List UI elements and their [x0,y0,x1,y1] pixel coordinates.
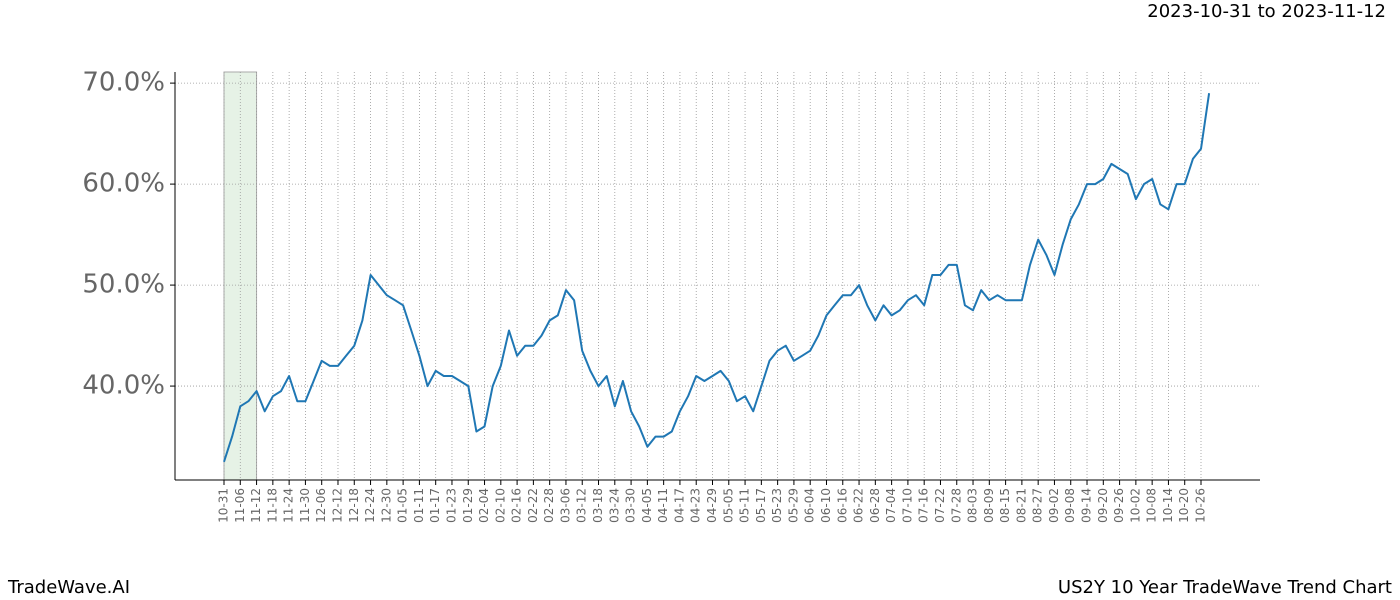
x-tick-label: 07-10 [900,488,914,523]
x-tick-label: 12-12 [330,488,344,523]
x-tick-label: 03-24 [607,488,621,523]
x-tick-label: 02-16 [510,488,524,523]
x-tick-label: 05-17 [754,488,768,523]
x-tick-label: 12-06 [314,488,328,523]
x-tick-label: 08-15 [998,488,1012,523]
series-line [223,93,1211,463]
x-tick-label: 05-23 [770,488,784,523]
x-tick-label: 09-26 [1112,488,1126,523]
x-tick-label: 07-28 [949,488,963,523]
brand: TradeWave.AI [7,577,130,598]
x-tick-label: 10-20 [1177,488,1191,523]
x-tick-label: 06-16 [835,488,849,523]
x-tick-label: 11-24 [282,488,296,523]
x-tick-label: 01-05 [396,488,410,523]
x-tick-label: 03-12 [575,488,589,523]
x-tick-label: 06-22 [852,488,866,523]
x-tick-label: 04-11 [656,488,670,523]
x-tick-label: 02-22 [526,488,540,523]
x-tick-label: 07-22 [933,488,947,523]
x-tick-label: 08-21 [1014,488,1028,523]
x-tick-label: 02-28 [542,488,556,523]
date-range: 2023-10-31 to 2023-11-12 [1147,1,1386,22]
x-tick-label: 10-31 [217,488,231,523]
x-tick-label: 01-17 [428,488,442,523]
x-tick-label: 08-03 [966,488,980,523]
x-tick-label: 04-23 [689,488,703,523]
x-tick-label: 03-06 [558,488,572,523]
x-tick-label: 05-11 [738,488,752,523]
x-tick-label: 02-10 [493,488,507,523]
x-tick-label: 12-30 [379,488,393,523]
x-tick-label: 10-26 [1194,488,1208,523]
x-tick-label: 03-30 [624,488,638,523]
x-tick-label: 07-04 [884,488,898,523]
x-tick-label: 08-27 [1031,488,1045,523]
x-tick-label: 11-06 [233,488,247,523]
x-tick-label: 07-16 [917,488,931,523]
x-tick-label: 03-18 [591,488,605,523]
x-tick-label: 11-30 [298,488,312,523]
x-tick-label: 09-14 [1080,488,1094,523]
x-tick-label: 06-04 [803,488,817,523]
x-tick-label: 09-02 [1047,488,1061,523]
x-tick-label: 11-12 [249,488,263,523]
x-tick-label: 02-04 [477,488,491,523]
x-tick-label: 10-14 [1161,488,1175,523]
x-tick-label: 04-05 [640,488,654,523]
x-tick-label: 05-05 [721,488,735,523]
x-tick-label: 01-23 [444,488,458,523]
y-tick-label: 60.0% [82,169,165,199]
x-tick-label: 04-17 [672,488,686,523]
y-tick-label: 70.0% [82,68,165,98]
x-tick-label: 12-24 [363,488,377,523]
x-tick-label: 11-18 [265,488,279,523]
x-tick-label: 04-29 [705,488,719,523]
x-tick-label: 12-18 [347,488,361,523]
x-tick-label: 06-28 [868,488,882,523]
x-tick-label: 09-20 [1096,488,1110,523]
x-tick-label: 09-08 [1063,488,1077,523]
chart-caption: US2Y 10 Year TradeWave Trend Chart [1058,577,1392,598]
x-tick-label: 05-29 [786,488,800,523]
x-tick-label: 01-11 [412,488,426,523]
x-tick-label: 10-08 [1145,488,1159,523]
y-tick-label: 50.0% [82,270,165,300]
y-tick-label: 40.0% [82,371,165,401]
x-tick-label: 10-02 [1128,488,1142,523]
x-tick-label: 01-29 [461,488,475,523]
x-tick-label: 08-09 [982,488,996,523]
x-tick-label: 06-10 [819,488,833,523]
